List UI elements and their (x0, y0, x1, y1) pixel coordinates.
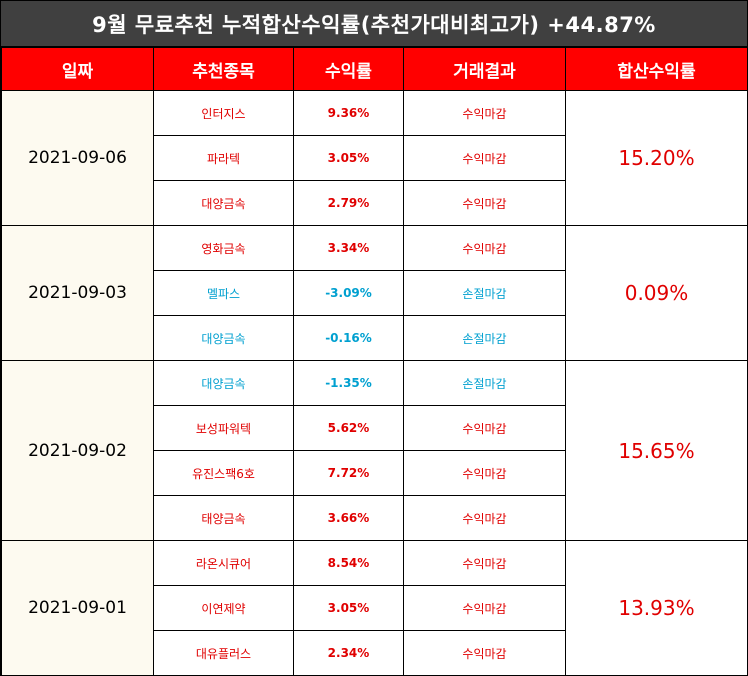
result-cell: 수익마감 (403, 630, 566, 676)
rate-cell: 3.66% (293, 495, 404, 541)
rate-cell: -1.35% (293, 360, 404, 406)
header-stock: 추천종목 (153, 47, 294, 91)
total-return-cell: 0.09% (565, 225, 748, 361)
result-cell: 수익마감 (403, 405, 566, 451)
header-result: 거래결과 (403, 47, 566, 91)
table-row: 파라텍 3.05% 수익마감 (2, 135, 748, 181)
result-cell: 손절마감 (403, 360, 566, 406)
table-row: 이연제약 3.05% 수익마감 (2, 585, 748, 631)
table-body: 2021-09-06 인터지스 9.36% 수익마감 15.20% 파라텍 3.05% 수익마… (1, 90, 748, 676)
stock-name-cell: 대양금속 (153, 360, 294, 406)
table-row: 2021-09-02 대양금속 -1.35% 손절마감 15.65% (1, 360, 748, 541)
page-title: 9월 무료추천 누적합산수익률(추천가대비최고가) +44.87% (1, 1, 747, 47)
stock-name-cell: 유진스팩6호 (153, 450, 294, 496)
rate-cell: 3.05% (293, 135, 404, 181)
stock-name-cell: 멜파스 (153, 270, 294, 316)
rate-cell: 3.34% (293, 225, 404, 271)
date-cell: 2021-09-02 (1, 360, 154, 541)
table-row: 보성파워텍 5.62% 수익마감 (2, 405, 748, 451)
rate-cell: 2.34% (293, 630, 404, 676)
rate-cell: 9.36% (293, 90, 404, 136)
result-cell: 수익마감 (403, 90, 566, 136)
result-cell: 손절마감 (403, 270, 566, 316)
stock-name-cell: 대유플러스 (153, 630, 294, 676)
results-table: 일짜 추천종목 수익률 거래결과 합산수익률 2021-09-06 인터지스 9.3… (1, 47, 748, 676)
stock-name-cell: 태양금속 (153, 495, 294, 541)
table-row: 2021-09-01 라온시큐어 8.54% 수익마감 13.93% (1, 540, 748, 676)
stock-name-cell: 영화금속 (153, 225, 294, 271)
stock-name-cell: 이연제약 (153, 585, 294, 631)
table-row: 태양금속 3.66% 수익마감 (2, 495, 748, 541)
rate-cell: 5.62% (293, 405, 404, 451)
rate-cell: 2.79% (293, 180, 404, 226)
table-row: 멜파스 -3.09% 손절마감 (2, 270, 748, 316)
rate-cell: -0.16% (293, 315, 404, 361)
date-cell: 2021-09-06 (1, 90, 154, 226)
result-cell: 손절마감 (403, 315, 566, 361)
table-row: 2021-09-06 인터지스 9.36% 수익마감 15.20% (1, 90, 748, 226)
table-row: 대유플러스 2.34% 수익마감 (2, 630, 748, 676)
result-cell: 수익마감 (403, 585, 566, 631)
date-cell: 2021-09-01 (1, 540, 154, 676)
header-total: 합산수익률 (565, 47, 748, 91)
rate-cell: 8.54% (293, 540, 404, 586)
result-cell: 수익마감 (403, 225, 566, 271)
stock-name-cell: 파라텍 (153, 135, 294, 181)
stock-name-cell: 보성파워텍 (153, 405, 294, 451)
header-row: 일짜 추천종목 수익률 거래결과 합산수익률 (1, 47, 748, 91)
rate-cell: -3.09% (293, 270, 404, 316)
result-cell: 수익마감 (403, 450, 566, 496)
result-cell: 수익마감 (403, 495, 566, 541)
date-cell: 2021-09-03 (1, 225, 154, 361)
header-date: 일짜 (1, 47, 154, 91)
rate-cell: 7.72% (293, 450, 404, 496)
total-return-cell: 13.93% (565, 540, 748, 676)
header-rate: 수익률 (293, 47, 404, 91)
stock-name-cell: 대양금속 (153, 180, 294, 226)
table-row: 2021-09-03 영화금속 3.34% 수익마감 0.09% (1, 225, 748, 361)
result-cell: 수익마감 (403, 180, 566, 226)
table-row: 대양금속 2.79% 수익마감 (2, 180, 748, 226)
table-row: 유진스팩6호 7.72% 수익마감 (2, 450, 748, 496)
result-cell: 수익마감 (403, 540, 566, 586)
result-cell: 수익마감 (403, 135, 566, 181)
stock-name-cell: 인터지스 (153, 90, 294, 136)
stock-name-cell: 대양금속 (153, 315, 294, 361)
rate-cell: 3.05% (293, 585, 404, 631)
total-return-cell: 15.20% (565, 90, 748, 226)
table-row: 대양금속 -0.16% 손절마감 (2, 315, 748, 361)
total-return-cell: 15.65% (565, 360, 748, 541)
stock-name-cell: 라온시큐어 (153, 540, 294, 586)
